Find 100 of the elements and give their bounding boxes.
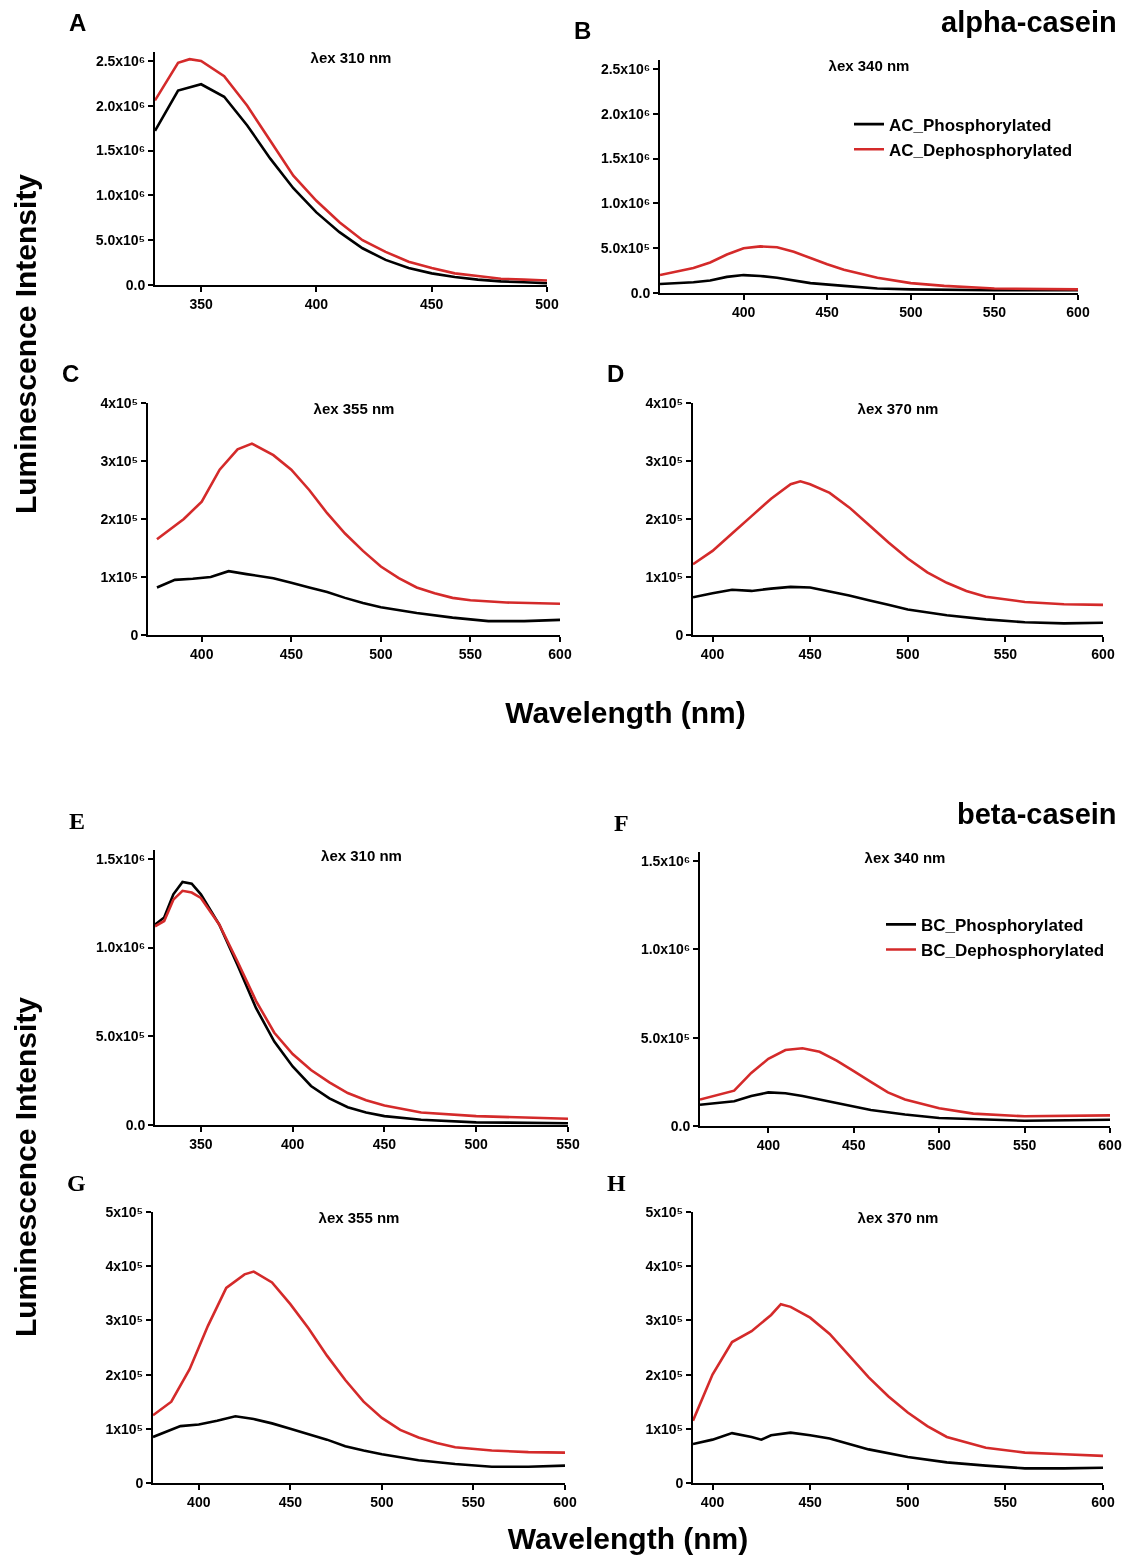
x-tick-label: 450 — [372, 1135, 397, 1152]
text: alpha-casein — [941, 6, 1117, 38]
y-tick-label: 5x10⁵ — [645, 1203, 684, 1220]
x-tick-label: 600 — [553, 1493, 577, 1510]
x-tick-label: 400 — [190, 645, 214, 662]
y-tick-label: 2.5x10⁶ — [95, 52, 146, 69]
x-tick-label: 500 — [535, 295, 559, 312]
text: C — [62, 360, 80, 387]
y-tick-label: 2x10⁵ — [105, 1366, 144, 1383]
chart-title: λex 310 nm — [310, 48, 392, 66]
y-tick-label: 5x10⁵ — [105, 1203, 144, 1220]
x-tick-label: 450 — [420, 295, 444, 312]
y-tick-label: 4x10⁵ — [100, 394, 139, 411]
chart-title: λex 370 nm — [857, 1208, 939, 1226]
x-tick-label: 550 — [1012, 1136, 1037, 1153]
line-series — [660, 245, 1078, 291]
chart-title: λex 340 nm — [828, 56, 910, 74]
x-tick-label: 350 — [189, 295, 214, 312]
legend-label: AC_Phosphorylated — [889, 115, 1052, 135]
x-tick-label: 350 — [189, 1135, 213, 1152]
x-tick-label: 550 — [556, 1135, 580, 1152]
line-series — [700, 1046, 1110, 1118]
y-tick-label: 3x10⁵ — [100, 452, 139, 469]
y-tick-label: 1x10⁵ — [645, 1420, 684, 1437]
chart-title: λex 370 nm — [857, 399, 939, 417]
y-axis-title: Luminescence Intensity — [9, 996, 43, 1337]
text: beta-casein — [957, 798, 1117, 830]
x-tick-label: 550 — [458, 645, 483, 662]
y-tick-label: 1.5x10⁶ — [95, 142, 146, 159]
x-tick-label: 500 — [896, 645, 920, 662]
text: H — [607, 1170, 626, 1196]
line-series — [693, 1302, 1103, 1458]
chart-title: λex 355 nm — [313, 399, 395, 417]
y-tick-label: 2.0x10⁶ — [95, 97, 146, 114]
y-tick-label: 1.0x10⁶ — [640, 941, 691, 958]
x-tick-label: 600 — [548, 645, 572, 662]
text: E — [69, 808, 86, 834]
x-tick-label: 500 — [370, 1493, 394, 1510]
y-tick-label: 1x10⁵ — [645, 568, 684, 585]
x-tick-label: 500 — [927, 1136, 952, 1153]
legend-label: BC_Phosphorylated — [921, 915, 1084, 935]
text: D — [607, 360, 625, 387]
text: G — [67, 1170, 86, 1196]
y-tick-label: 3x10⁵ — [645, 452, 684, 469]
x-tick-label: 500 — [464, 1135, 489, 1152]
text: B — [574, 17, 592, 44]
x-tick-label: 500 — [899, 303, 923, 320]
x-tick-label: 400 — [700, 1493, 725, 1510]
y-axis-title: Luminescence Intensity — [9, 173, 43, 514]
y-tick-label: 1.0x10⁶ — [95, 939, 146, 956]
y-tick-label: 1.0x10⁶ — [95, 187, 146, 204]
y-tick-label: 1.5x10⁶ — [600, 150, 651, 167]
y-tick-label: 3x10⁵ — [645, 1312, 684, 1329]
x-tick-label: 450 — [842, 1136, 866, 1153]
y-tick-label: 5.0x10⁵ — [640, 1029, 691, 1046]
y-tick-label: 0.0 — [630, 284, 651, 301]
x-tick-label: 450 — [798, 645, 823, 662]
x-tick-label: 600 — [1098, 1136, 1122, 1153]
x-axis-title: Wavelength (nm) — [505, 696, 746, 730]
x-tick-label: 450 — [278, 1493, 303, 1510]
y-tick-label: 1x10⁵ — [100, 568, 139, 585]
x-tick-label: 600 — [1066, 303, 1090, 320]
y-tick-label: 5.0x10⁵ — [95, 232, 146, 249]
x-tick-label: 400 — [731, 303, 756, 320]
line-series — [693, 480, 1103, 607]
line-series — [155, 569, 560, 623]
y-tick-label: 4x10⁵ — [105, 1258, 144, 1275]
chart-title: λex 310 nm — [321, 846, 402, 864]
y-tick-label: 0.0 — [125, 1116, 146, 1133]
y-tick-label: 0 — [675, 626, 684, 643]
x-tick-label: 600 — [1091, 1493, 1115, 1510]
y-tick-label: 2.5x10⁶ — [600, 60, 651, 77]
y-tick-label: 4x10⁵ — [645, 394, 684, 411]
line-series — [153, 1270, 565, 1454]
x-axis-title: Wavelength (nm) — [507, 1522, 749, 1556]
x-tick-label: 400 — [280, 1135, 305, 1152]
y-tick-label: 2x10⁵ — [645, 510, 684, 527]
x-tick-label: 550 — [993, 645, 1018, 662]
y-tick-label: 2x10⁵ — [100, 510, 139, 527]
chart-title: λex 355 nm — [318, 1208, 400, 1226]
x-tick-label: 500 — [896, 1493, 920, 1510]
y-tick-label: 2x10⁵ — [645, 1366, 684, 1383]
x-tick-label: 450 — [815, 303, 840, 320]
x-tick-label: 400 — [756, 1136, 781, 1153]
y-tick-label: 1.5x10⁶ — [95, 850, 146, 867]
y-tick-label: 5.0x10⁵ — [600, 240, 651, 257]
y-tick-label: 1x10⁵ — [105, 1420, 144, 1437]
y-tick-label: 0 — [135, 1474, 144, 1491]
y-tick-label: 2.0x10⁶ — [600, 105, 651, 122]
y-tick-label: 5.0x10⁵ — [95, 1028, 146, 1045]
text: A — [69, 9, 87, 36]
chart-title: λex 340 nm — [864, 848, 946, 866]
y-tick-label: 0 — [675, 1474, 684, 1491]
x-tick-label: 550 — [461, 1493, 486, 1510]
legend-label: AC_Dephosphorylated — [889, 140, 1073, 160]
x-tick-label: 600 — [1091, 645, 1115, 662]
legend-label: BC_Dephosphorylated — [921, 941, 1105, 961]
y-tick-label: 1.0x10⁶ — [600, 195, 651, 212]
x-tick-label: 400 — [700, 645, 725, 662]
x-tick-label: 400 — [304, 295, 329, 312]
